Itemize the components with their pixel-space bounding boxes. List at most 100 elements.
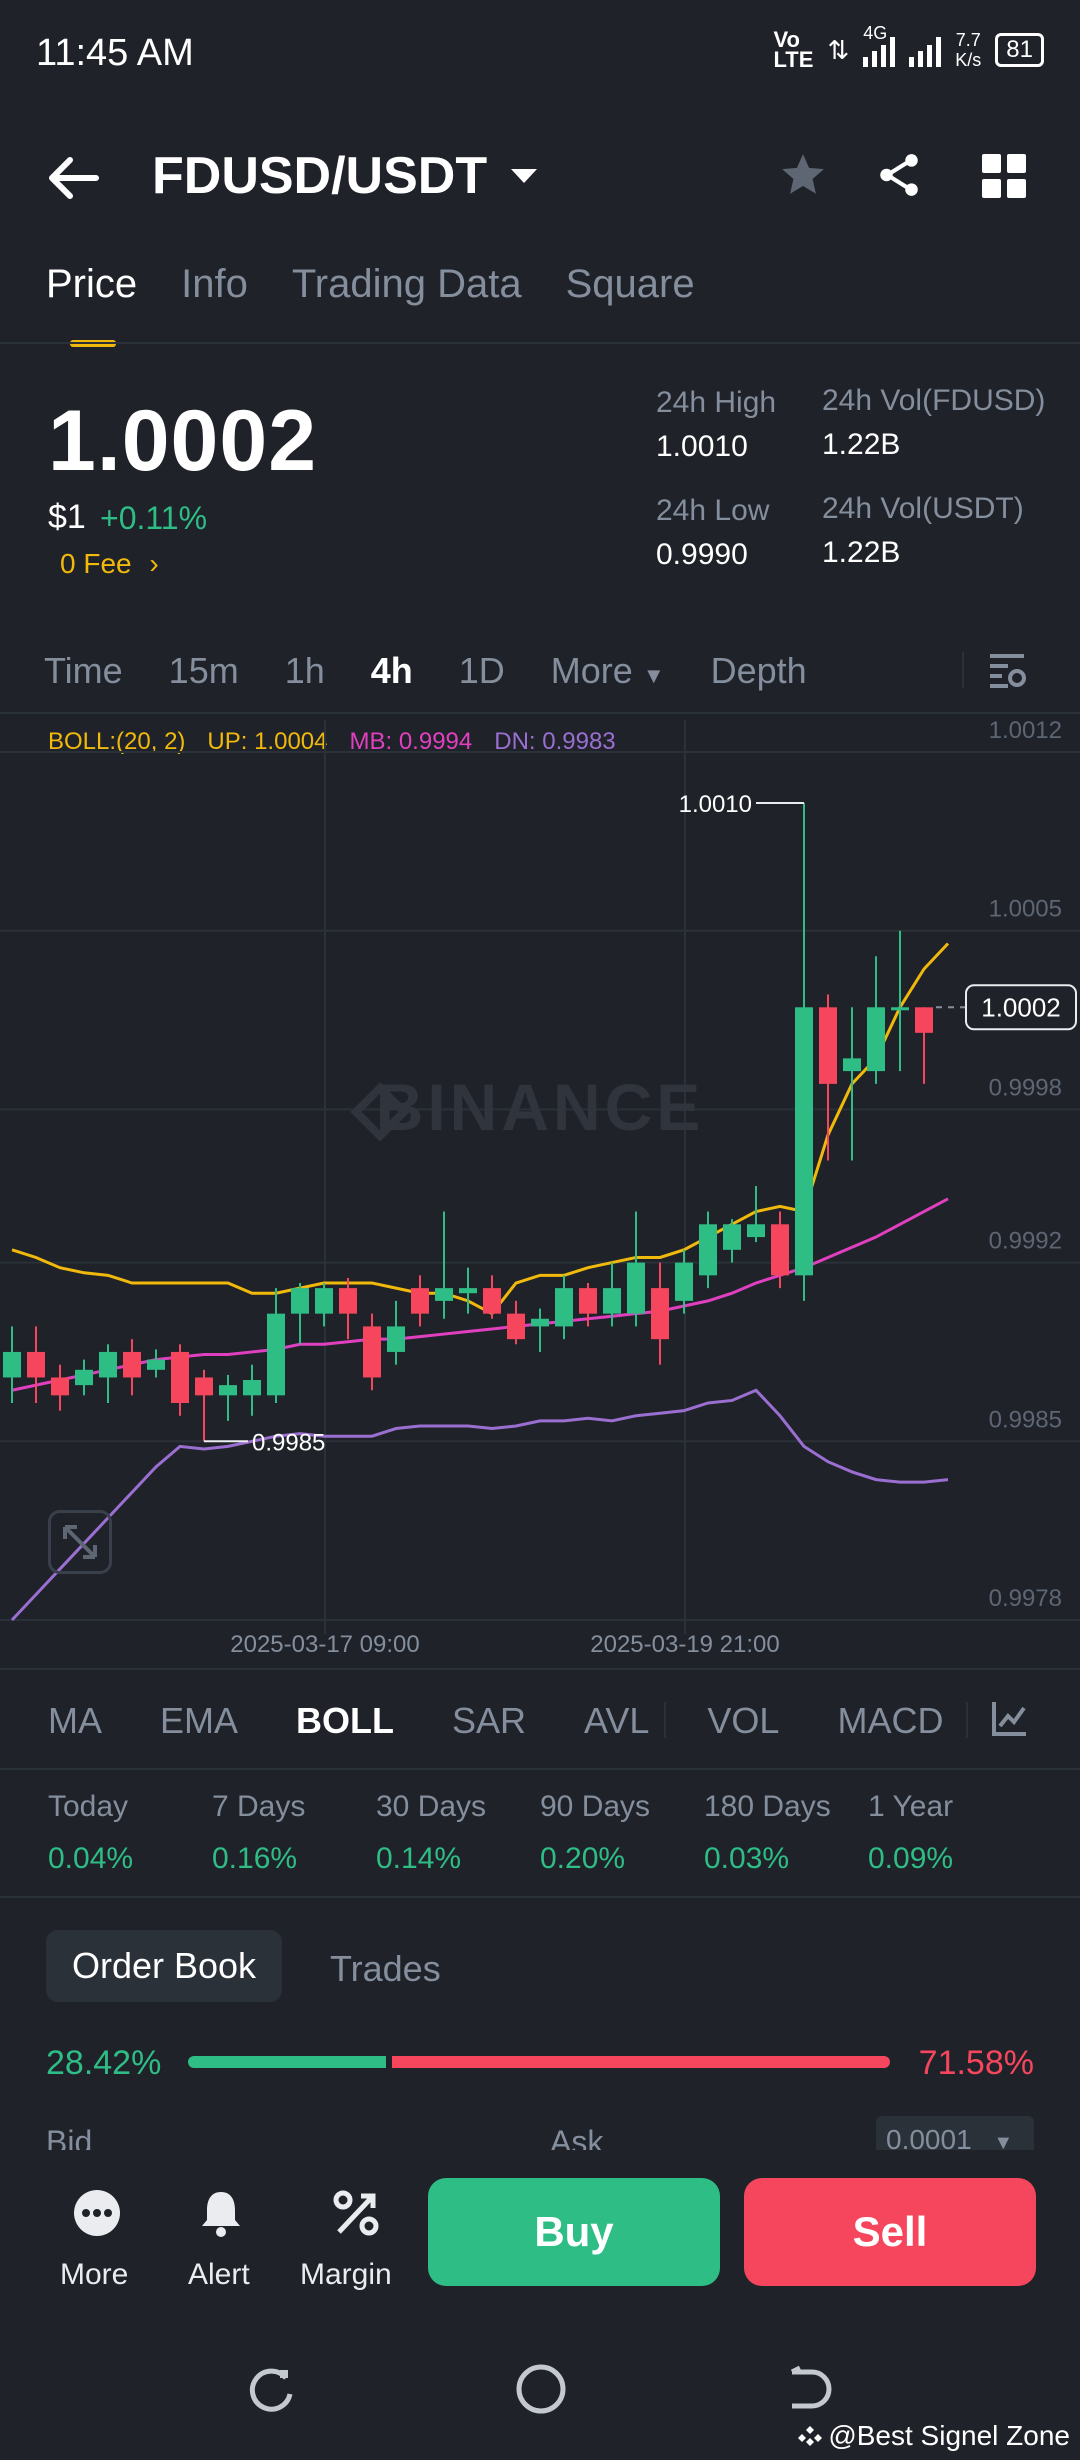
interval-divider	[0, 712, 1080, 714]
interval-4h[interactable]: 4h	[370, 650, 413, 691]
more-label: More	[60, 2258, 129, 2291]
alert-label: Alert	[188, 2258, 250, 2291]
pair-selector[interactable]: FDUSD/USDT	[152, 146, 539, 206]
perf-label: Today	[48, 1790, 129, 1823]
indicator-macd[interactable]: MACD	[837, 1700, 944, 1741]
candle-body	[459, 1288, 477, 1294]
indicator-vol[interactable]: VOL	[707, 1700, 780, 1741]
share-icon[interactable]	[874, 150, 924, 200]
low-label: 24h Low	[656, 494, 770, 527]
boll-dn: DN: 0.9983	[494, 728, 616, 755]
header: FDUSD/USDT	[0, 140, 1080, 220]
back-nav-icon[interactable]	[782, 2364, 832, 2414]
net-speed-value: 7.7	[955, 30, 981, 50]
page-tabs: Price Info Trading Data Square	[46, 262, 695, 347]
sell-button[interactable]: Sell	[744, 2178, 1036, 2286]
indicator-settings-icon[interactable]	[990, 1698, 1030, 1738]
grid-menu-icon[interactable]	[982, 154, 1026, 198]
indicator-separator	[664, 1702, 666, 1738]
margin-action[interactable]: Margin	[300, 2188, 392, 2292]
y-tick-label: 0.9978	[989, 1585, 1062, 1612]
candle-body	[531, 1318, 549, 1327]
tab-square[interactable]: Square	[565, 262, 695, 306]
indicator-sar[interactable]: SAR	[452, 1700, 527, 1741]
buy-button[interactable]: Buy	[428, 2178, 720, 2286]
fullscreen-expand-icon[interactable]	[48, 1510, 112, 1574]
footer-watermark: @Best Signel Zone	[798, 2420, 1070, 2452]
interval-time[interactable]: Time	[44, 650, 123, 691]
ask-percent: 71.58%	[918, 2044, 1034, 2082]
bid-ratio-bar	[188, 2056, 386, 2068]
perf-value: 0.14%	[376, 1842, 462, 1875]
bid-percent: 28.42%	[46, 2044, 162, 2082]
boll-dn-line	[10, 1388, 949, 1622]
binance-watermark: BINANCE	[376, 1070, 705, 1144]
signal-icon: 4G	[863, 23, 896, 67]
perf-label: 30 Days	[376, 1790, 487, 1823]
chevron-right-icon: ›	[149, 548, 159, 579]
interval-more[interactable]: More ▼	[551, 650, 665, 692]
perf-1y: 1 Year 0.09%	[868, 1790, 953, 1876]
vol-quote-label: 24h Vol(USDT)	[822, 492, 1024, 525]
candle-body	[339, 1288, 357, 1314]
data-arrows-icon: ⇅	[827, 34, 850, 65]
tab-info[interactable]: Info	[181, 262, 248, 306]
candle-body	[219, 1385, 237, 1396]
recent-apps-icon[interactable]	[246, 2364, 296, 2414]
y-tick-label: 1.0012	[989, 720, 1062, 744]
interval-15m[interactable]: 15m	[168, 650, 239, 691]
interval-depth[interactable]: Depth	[710, 650, 807, 691]
perf-180d: 180 Days 0.03%	[704, 1790, 831, 1876]
battery-icon: 81	[995, 33, 1044, 67]
interval-1h[interactable]: 1h	[284, 650, 325, 691]
indicator-avl[interactable]: AVL	[584, 1700, 650, 1741]
y-tick-label: 0.9985	[989, 1406, 1062, 1433]
fee-link[interactable]: 0 Fee ›	[60, 548, 159, 580]
candle-body	[771, 1224, 789, 1276]
indicator-ema[interactable]: EMA	[160, 1700, 239, 1741]
caret-down-icon: ▼	[642, 663, 665, 688]
fee-label: 0 Fee	[60, 548, 132, 579]
candle-body	[483, 1288, 501, 1314]
candle-body	[579, 1288, 597, 1314]
candle-body	[891, 1007, 909, 1011]
net-speed: 7.7 K/s	[955, 30, 981, 70]
candle-body	[51, 1377, 69, 1396]
home-icon[interactable]	[514, 2362, 568, 2416]
boll-mb: MB: 0.9994	[349, 728, 473, 755]
tab-trading-data[interactable]: Trading Data	[291, 262, 522, 306]
usd-price: $1	[48, 498, 86, 536]
more-action[interactable]: More	[60, 2188, 128, 2292]
interval-row: Time 15m 1h 4h 1D More ▼ Depth	[44, 650, 853, 692]
perf-value: 0.03%	[704, 1842, 790, 1875]
perf-label: 1 Year	[868, 1790, 954, 1823]
indicator-ma[interactable]: MA	[48, 1700, 102, 1741]
candle-body	[291, 1288, 309, 1314]
indicator-boll[interactable]: BOLL	[296, 1700, 394, 1741]
vol-quote-value: 1.22B	[822, 536, 901, 569]
candle-body	[699, 1224, 717, 1276]
alert-action[interactable]: Alert	[188, 2188, 250, 2292]
price-chart[interactable]: 1.0012 1.0005 0.9998 0.9992 0.9985 0.9978 2025…	[0, 720, 1080, 1660]
y-tick-label: 0.9998	[989, 1074, 1062, 1101]
vol-base-label: 24h Vol(FDUSD)	[822, 384, 1046, 417]
interval-1d[interactable]: 1D	[458, 650, 505, 691]
tab-order-book[interactable]: Order Book	[46, 1930, 282, 2002]
candle-body	[147, 1359, 165, 1370]
bell-icon	[201, 2192, 240, 2237]
candle-body	[507, 1313, 525, 1340]
candle-body	[315, 1288, 333, 1314]
favorite-star-icon[interactable]	[778, 150, 828, 200]
tab-trades[interactable]: Trades	[330, 1948, 441, 1989]
tab-price[interactable]: Price	[46, 262, 138, 347]
binance-watermark-logo	[350, 1082, 410, 1142]
ask-ratio-bar	[392, 2056, 890, 2068]
chart-settings-icon[interactable]	[988, 652, 1028, 690]
last-price: 1.0002	[48, 393, 318, 489]
perf-7d: 7 Days 0.16%	[212, 1790, 305, 1876]
current-price-tag: 1.0002	[981, 992, 1061, 1022]
candle-body	[75, 1369, 93, 1386]
back-arrow-icon[interactable]	[46, 152, 102, 204]
candle-body	[819, 1007, 837, 1084]
chart-divider	[0, 1668, 1080, 1670]
